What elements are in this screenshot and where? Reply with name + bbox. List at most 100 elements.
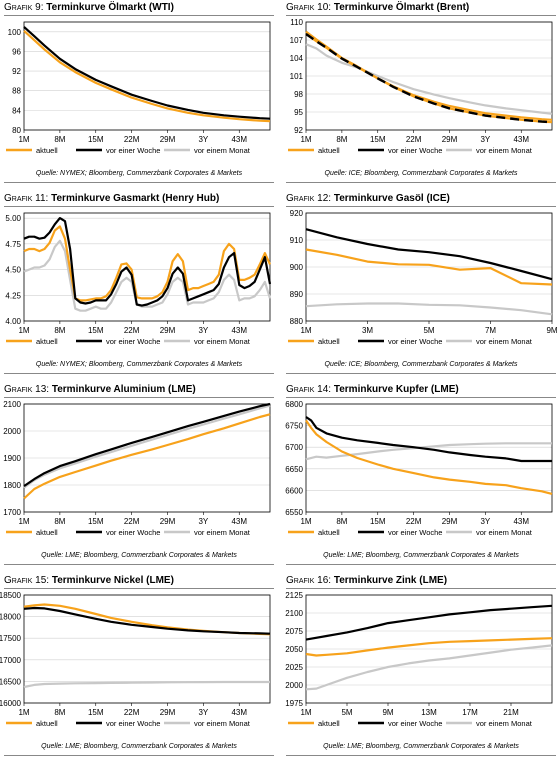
legend-label: aktuell (318, 337, 340, 346)
title-rule (4, 397, 274, 398)
legend-label: vor einer Woche (388, 337, 442, 346)
source-rule (286, 564, 556, 565)
y-tick-label: 1975 (285, 699, 303, 708)
title-rule (286, 397, 556, 398)
chart-source: Quelle: LME; Bloomberg, Commerzbank Corp… (41, 743, 237, 750)
chart-source: Quelle: ICE; Bloomberg, Commerzbank Corp… (324, 361, 518, 368)
series-line (305, 604, 553, 641)
chart-svg: 880 890 900 910 920 1M 3M 5M 7M 9M aktuell vor eine… (288, 209, 558, 346)
x-tick-label: 7M (485, 326, 496, 335)
y-tick-label: 17500 (0, 634, 22, 643)
source-rule (4, 373, 274, 374)
series-line (23, 603, 271, 636)
x-tick-label: 3Y (198, 326, 208, 335)
x-tick-label: 15M (88, 135, 104, 144)
legend-label: aktuell (36, 528, 58, 537)
chart-title: Grafik 16: Terminkurve Zink (LME) (286, 575, 556, 587)
y-tick-label: 4.00 (5, 317, 21, 326)
y-tick-label: 4.50 (5, 266, 21, 275)
legend-label: aktuell (318, 719, 340, 728)
x-tick-label: 8M (54, 135, 65, 144)
x-tick-label: 9M (546, 326, 557, 335)
x-tick-label: 1M (300, 517, 311, 526)
y-tick-label: 16500 (0, 677, 22, 686)
plot-frame (305, 403, 553, 513)
x-tick-label: 8M (54, 517, 65, 526)
title-rule (4, 15, 274, 16)
x-tick-label: 22M (406, 517, 422, 526)
chart-name: Terminkurve Zink (LME) (333, 575, 448, 586)
chart-source: Quelle: LME; Bloomberg, Commerzbank Corp… (323, 743, 519, 750)
legend-label: vor einer Woche (106, 337, 160, 346)
chart-svg: 80 84 88 92 96 100 1M 8M 15M 22M 29M 3Y 43M aktuell vo… (6, 21, 271, 155)
chart-name: Terminkurve Nickel (LME) (51, 575, 174, 586)
x-tick-label: 8M (336, 517, 347, 526)
legend-label: vor einem Monat (476, 146, 533, 155)
chart-source: Quelle: LME; Bloomberg, Commerzbank Corp… (41, 552, 237, 559)
x-tick-label: 43M (513, 517, 529, 526)
chart-svg: 4.00 4.25 4.50 4.75 5.00 1M 8M 15M 22M 29M 3Y 43M ak… (5, 212, 272, 346)
chart-name: Terminkurve Kupfer (LME) (333, 384, 459, 395)
chart-panel-kupfer: Grafik 14: Terminkurve Kupfer (LME) 6550… (285, 384, 556, 568)
y-tick-label: 2000 (285, 681, 303, 690)
series-line (23, 680, 270, 689)
source-rule (4, 564, 274, 565)
series-line (23, 217, 272, 307)
chart-panel-wti: Grafik 9: Terminkurve Ölmarkt (WTI) 80 84… (4, 2, 274, 186)
y-tick-label: 95 (294, 108, 303, 117)
series-line (23, 225, 272, 302)
chart-title: Grafik 12: Terminkurve Gasöl (ICE) (286, 193, 556, 205)
chart-title: Grafik 11: Terminkurve Gasmarkt (Henry H… (4, 193, 274, 205)
y-tick-label: 880 (290, 317, 304, 326)
chart-svg: 6550 6600 6650 6700 6750 6800 1M 8M 15M 22M 29M 3Y 4… (285, 400, 553, 537)
y-tick-label: 2100 (285, 609, 303, 618)
x-tick-label: 3M (362, 326, 373, 335)
x-tick-label: 29M (160, 326, 176, 335)
x-tick-label: 29M (442, 517, 458, 526)
y-tick-label: 98 (294, 90, 303, 99)
legend-label: vor einer Woche (106, 719, 160, 728)
plot-frame (23, 594, 271, 704)
x-tick-label: 43M (231, 135, 247, 144)
y-tick-label: 4.75 (5, 240, 21, 249)
chart-svg: 16000 16500 17000 17500 18000 18500 1M 8M 15M 22M… (0, 591, 271, 728)
series-line (305, 33, 553, 124)
chart-panel-zink: Grafik 16: Terminkurve Zink (LME) 1975 20… (285, 575, 556, 759)
y-tick-label: 92 (12, 67, 21, 76)
chart-label: Grafik 16: (286, 575, 332, 586)
chart-title: Grafik 10: Terminkurve Ölmarkt (Brent) (286, 2, 556, 14)
y-tick-label: 6700 (285, 443, 303, 452)
y-tick-label: 900 (290, 263, 304, 272)
chart-label: Grafik 15: (4, 575, 50, 586)
y-tick-label: 5.00 (5, 214, 21, 223)
y-tick-label: 16000 (0, 699, 22, 708)
x-tick-label: 15M (88, 326, 104, 335)
plot-frame (305, 21, 553, 131)
title-rule (286, 15, 556, 16)
chart-name: Terminkurve Gasöl (ICE) (333, 193, 450, 204)
x-tick-label: 1M (18, 517, 29, 526)
x-tick-label: 8M (336, 135, 347, 144)
x-tick-label: 22M (124, 326, 140, 335)
x-tick-label: 1M (18, 326, 29, 335)
x-tick-label: 15M (88, 517, 104, 526)
source-rule (286, 755, 556, 756)
series-line (23, 404, 271, 489)
legend-label: aktuell (36, 146, 58, 155)
series-line (23, 413, 271, 500)
x-tick-label: 15M (370, 517, 386, 526)
series-line (305, 43, 553, 115)
legend-label: vor einer Woche (106, 528, 160, 537)
chart-source: Quelle: NYMEX; Bloomberg, Commerzbank Co… (35, 170, 243, 177)
x-tick-label: 8M (54, 708, 65, 717)
chart-svg: 1975 2000 2025 2050 2075 2100 2125 1M 5M 9M 13M 17M… (285, 591, 553, 728)
legend-label: aktuell (36, 719, 58, 728)
chart-source: Quelle: NYMEX; Bloomberg, Commerzbank Co… (35, 361, 243, 368)
x-tick-label: 29M (160, 517, 176, 526)
y-tick-label: 84 (12, 106, 21, 115)
y-tick-label: 107 (290, 36, 304, 45)
y-tick-label: 6600 (285, 486, 303, 495)
source-rule (4, 182, 274, 183)
series-line (23, 239, 272, 312)
x-tick-label: 1M (300, 326, 311, 335)
